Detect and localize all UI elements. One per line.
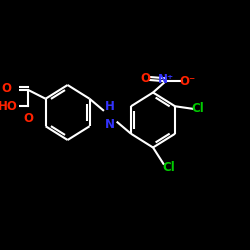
Text: O⁻: O⁻ xyxy=(180,75,196,88)
Text: N⁺: N⁺ xyxy=(158,73,174,86)
Text: Cl: Cl xyxy=(192,102,204,115)
Text: O: O xyxy=(23,112,33,125)
Text: Cl: Cl xyxy=(163,161,175,174)
Text: O: O xyxy=(2,82,12,95)
Text: O: O xyxy=(140,72,150,85)
Text: HO: HO xyxy=(0,100,18,113)
Text: H: H xyxy=(105,100,115,112)
Text: N: N xyxy=(105,118,115,131)
